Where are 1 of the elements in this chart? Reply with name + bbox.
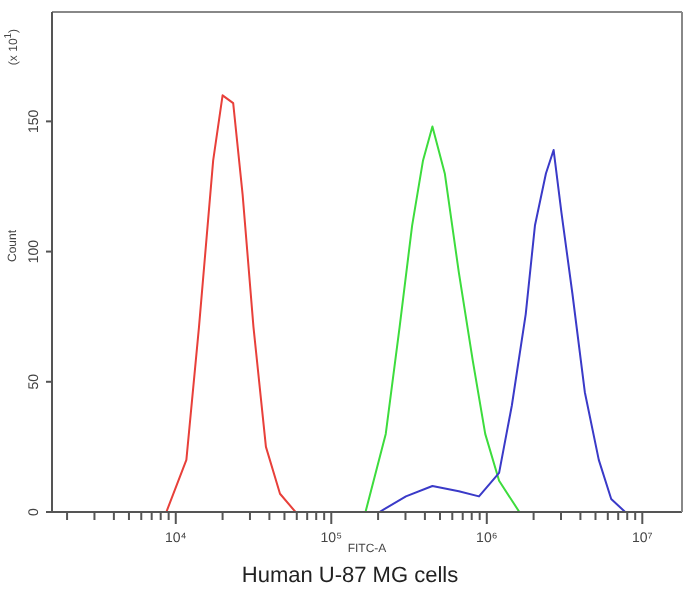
text: Human U-87 MG cells [239, 564, 461, 588]
